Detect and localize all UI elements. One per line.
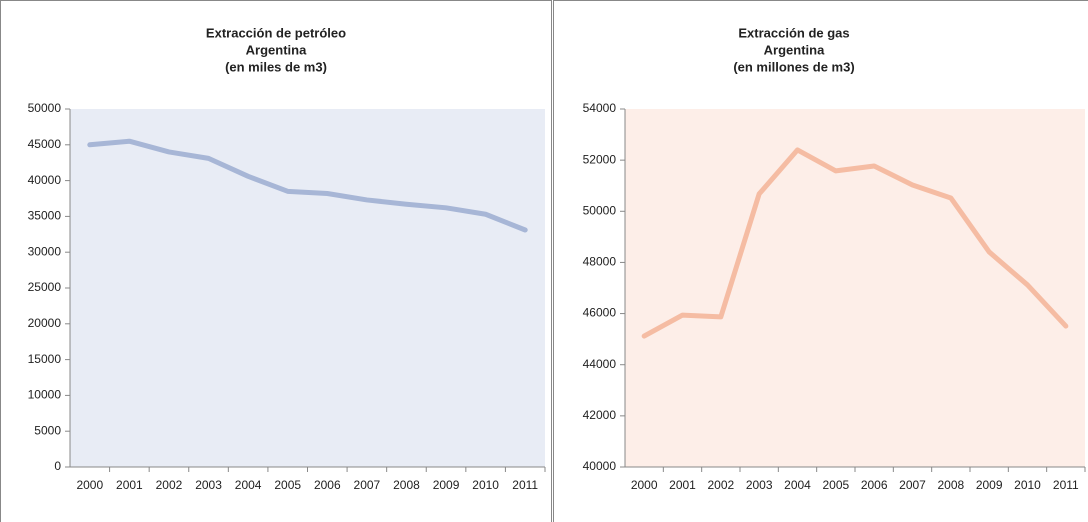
- x-tick-label: 2003: [746, 478, 773, 492]
- x-tick-label: 2011: [1053, 478, 1079, 492]
- x-tick-label: 2010: [1014, 478, 1041, 492]
- y-tick-label: 50000: [28, 101, 62, 115]
- x-tick-label: 2004: [784, 478, 811, 492]
- plot-area: [625, 109, 1085, 467]
- x-tick-label: 2002: [156, 478, 183, 492]
- y-tick-label: 54000: [583, 101, 617, 115]
- x-tick-label: 2000: [76, 478, 103, 492]
- data-line: [641, 147, 1069, 339]
- y-tick-label: 25000: [28, 280, 62, 294]
- x-tick-label: 2001: [116, 478, 143, 492]
- x-tick-label: 2007: [354, 478, 381, 492]
- x-tick-label: 2006: [861, 478, 888, 492]
- x-tick-label: 2010: [472, 478, 499, 492]
- y-tick-label: 40000: [583, 459, 617, 473]
- x-tick-label: 2007: [899, 478, 926, 492]
- y-tick-label: 30000: [28, 244, 62, 258]
- y-tick-label: 35000: [28, 209, 62, 223]
- chart-title: Extracción de petróleo: [206, 25, 346, 40]
- x-tick-label: 2009: [976, 478, 1003, 492]
- chart-title: (en miles de m3): [225, 59, 327, 74]
- chart-title: Argentina: [764, 42, 825, 57]
- x-tick-label: 2006: [314, 478, 341, 492]
- plot-area: [70, 109, 545, 467]
- x-tick-label: 2009: [433, 478, 460, 492]
- x-tick-label: 2001: [669, 478, 696, 492]
- y-tick-label: 40000: [28, 173, 62, 187]
- y-tick-label: 44000: [583, 357, 617, 371]
- y-tick-label: 10000: [28, 388, 62, 402]
- x-tick-label: 2008: [937, 478, 964, 492]
- y-tick-label: 45000: [28, 137, 62, 151]
- chart-title: (en millones de m3): [733, 59, 854, 74]
- y-tick-label: 5000: [34, 423, 61, 437]
- chart-title: Extracción de gas: [738, 25, 849, 40]
- data-line: [87, 138, 528, 233]
- x-tick-label: 2005: [274, 478, 301, 492]
- chart-title: Argentina: [246, 42, 307, 57]
- x-tick-label: 2003: [195, 478, 222, 492]
- y-tick-label: 52000: [583, 152, 617, 166]
- y-tick-label: 20000: [28, 316, 62, 330]
- x-tick-label: 2008: [393, 478, 420, 492]
- y-tick-label: 42000: [583, 408, 617, 422]
- x-tick-label: 2004: [235, 478, 262, 492]
- x-tick-label: 2000: [631, 478, 658, 492]
- y-tick-label: 46000: [583, 306, 617, 320]
- x-tick-label: 2011: [512, 478, 538, 492]
- x-tick-label: 2002: [707, 478, 734, 492]
- y-tick-label: 0: [54, 459, 61, 473]
- y-tick-label: 15000: [28, 352, 62, 366]
- x-tick-label: 2005: [822, 478, 849, 492]
- y-tick-label: 48000: [583, 255, 617, 269]
- y-tick-label: 50000: [583, 203, 617, 217]
